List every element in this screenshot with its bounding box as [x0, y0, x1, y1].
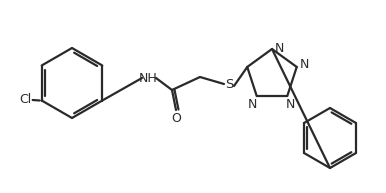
Text: N: N	[300, 58, 310, 71]
Text: N: N	[248, 97, 257, 111]
Text: NH: NH	[139, 71, 157, 85]
Text: S: S	[225, 79, 233, 91]
Text: O: O	[171, 112, 181, 124]
Text: N: N	[274, 42, 284, 56]
Text: Cl: Cl	[20, 93, 32, 106]
Text: N: N	[286, 97, 295, 111]
